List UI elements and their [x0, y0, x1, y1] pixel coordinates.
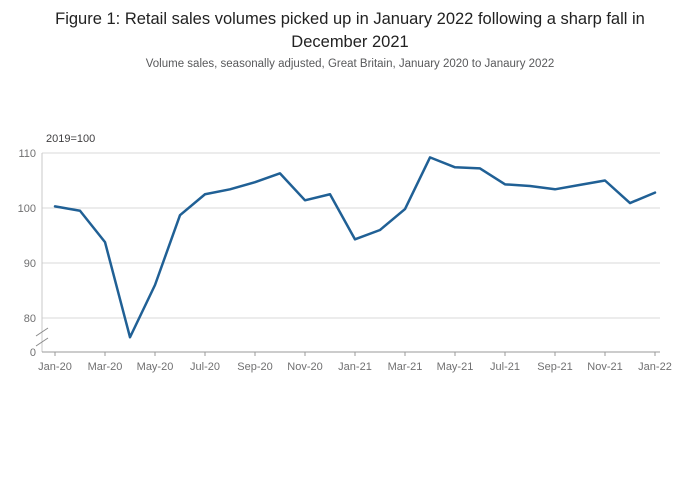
y-tick-label: 80	[24, 313, 36, 325]
figure-title: Figure 1: Retail sales volumes picked up…	[55, 10, 645, 52]
retail-sales-line-chart: 2019=100 0 80 90 100 110 Jan-20 Mar-20 May-20 Ju…	[18, 133, 672, 373]
y-tick-label: 100	[18, 203, 36, 215]
y-tick-label: 0	[30, 347, 36, 359]
y-axis-unit-label: 2019=100	[46, 133, 95, 145]
series-line	[53, 156, 657, 339]
x-tick-label: Mar-21	[388, 361, 423, 373]
x-tick-label: Jan-22	[638, 361, 672, 373]
y-tick-label: 110	[18, 148, 36, 160]
x-tick-label: Jul-20	[190, 361, 220, 373]
x-tick-label: Jul-21	[490, 361, 520, 373]
axis-break-mark	[35, 337, 49, 347]
x-tick-label: May-21	[437, 361, 474, 373]
x-tick-label: Jan-21	[338, 361, 372, 373]
x-tick-label: Nov-21	[587, 361, 622, 373]
x-tick-label: May-20	[137, 361, 174, 373]
axis-break-mark	[35, 327, 49, 337]
y-tick-label: 90	[24, 258, 36, 270]
x-tick-label: Sep-21	[537, 361, 572, 373]
x-tick-label: Sep-20	[237, 361, 272, 373]
x-tick-label: Mar-20	[88, 361, 123, 373]
figure-subtitle: Volume sales, seasonally adjusted, Great…	[145, 58, 555, 70]
x-tick-label: Jan-20	[38, 361, 72, 373]
x-tick-label: Nov-20	[287, 361, 322, 373]
